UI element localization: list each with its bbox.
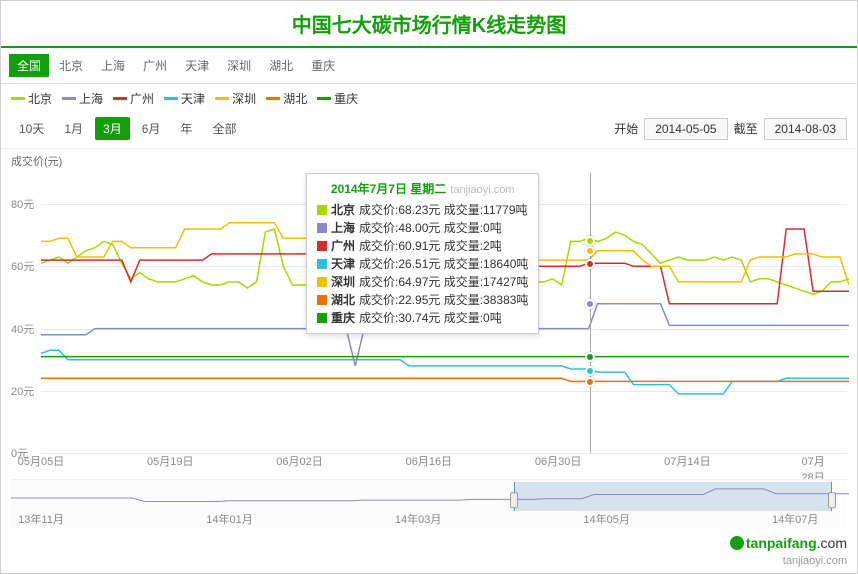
xtick: 05月19日 [147,453,193,469]
nav-xtick: 14年03月 [395,511,441,527]
range-10天[interactable]: 10天 [11,117,52,140]
marker-重庆 [585,352,595,362]
nav-xtick: 14年05月 [583,511,629,527]
tab-广州[interactable]: 广州 [135,54,175,77]
main-chart[interactable]: 0元20元40元60元80元2014年7月7日 星期二tanjiaoyi.com… [11,173,847,453]
nav-handle-left[interactable] [510,492,518,508]
legend-广州[interactable]: 广州 [113,90,154,107]
market-tabs: 全国北京上海广州天津深圳湖北重庆 [1,48,857,84]
y-axis-label: 成交价(元) [1,149,857,173]
xtick: 06月02日 [276,453,322,469]
nav-xtick: 13年11月 [18,511,64,527]
range-6月[interactable]: 6月 [134,117,169,140]
xtick: 06月30日 [535,453,581,469]
ytick: 60元 [11,258,34,274]
tab-上海[interactable]: 上海 [93,54,133,77]
crosshair [590,173,591,453]
legend-重庆[interactable]: 重庆 [317,90,358,107]
xtick: 06月16日 [406,453,452,469]
range-3月[interactable]: 3月 [95,117,130,140]
marker-上海 [585,299,595,309]
marker-深圳 [585,246,595,256]
tooltip: 2014年7月7日 星期二tanjiaoyi.com北京 成交价:68.23元 … [306,173,539,334]
nav-handle-right[interactable] [828,492,836,508]
nav-selection[interactable] [514,482,832,511]
marker-天津 [585,366,595,376]
legend-天津[interactable]: 天津 [164,90,205,107]
navigator[interactable]: 13年11月 14年01月 14年03月 14年05月 14年07月 [11,479,847,529]
date-start-label: 开始 [614,120,638,137]
legend-深圳[interactable]: 深圳 [215,90,256,107]
marker-广州 [585,259,595,269]
ytick: 40元 [11,321,34,337]
legend: 北京上海广州天津深圳湖北重庆 [1,84,857,113]
tab-北京[interactable]: 北京 [51,54,91,77]
logo-icon [730,536,744,550]
footer-brand: tanpaifang.com tanjiaoyi.com [1,533,857,573]
page-title: 中国七大碳市场行情K线走势图 [1,1,857,48]
xtick: 07月14日 [664,453,710,469]
marker-湖北 [585,377,595,387]
ytick: 20元 [11,383,34,399]
tab-深圳[interactable]: 深圳 [219,54,259,77]
tab-全国[interactable]: 全国 [9,54,49,77]
legend-上海[interactable]: 上海 [62,90,103,107]
range-全部[interactable]: 全部 [204,117,244,140]
nav-xtick: 14年01月 [206,511,252,527]
date-end-input[interactable]: 2014-08-03 [764,118,847,140]
legend-湖北[interactable]: 湖北 [266,90,307,107]
range-年[interactable]: 年 [172,117,200,140]
date-start-input[interactable]: 2014-05-05 [644,118,727,140]
date-end-label: 截至 [734,120,758,137]
nav-xtick: 14年07月 [772,511,818,527]
series-湖北 [41,378,849,381]
range-row: 10天1月3月6月年全部 开始 2014-05-05 截至 2014-08-03 [1,113,857,149]
tab-湖北[interactable]: 湖北 [261,54,301,77]
tab-重庆[interactable]: 重庆 [303,54,343,77]
legend-北京[interactable]: 北京 [11,90,52,107]
x-axis: 05月05日05月19日06月02日06月16日06月30日07月14日07月2… [11,453,847,473]
ytick: 80元 [11,196,34,212]
xtick: 05月05日 [18,453,64,469]
marker-北京 [585,236,595,246]
tab-天津[interactable]: 天津 [177,54,217,77]
range-1月[interactable]: 1月 [56,117,91,140]
